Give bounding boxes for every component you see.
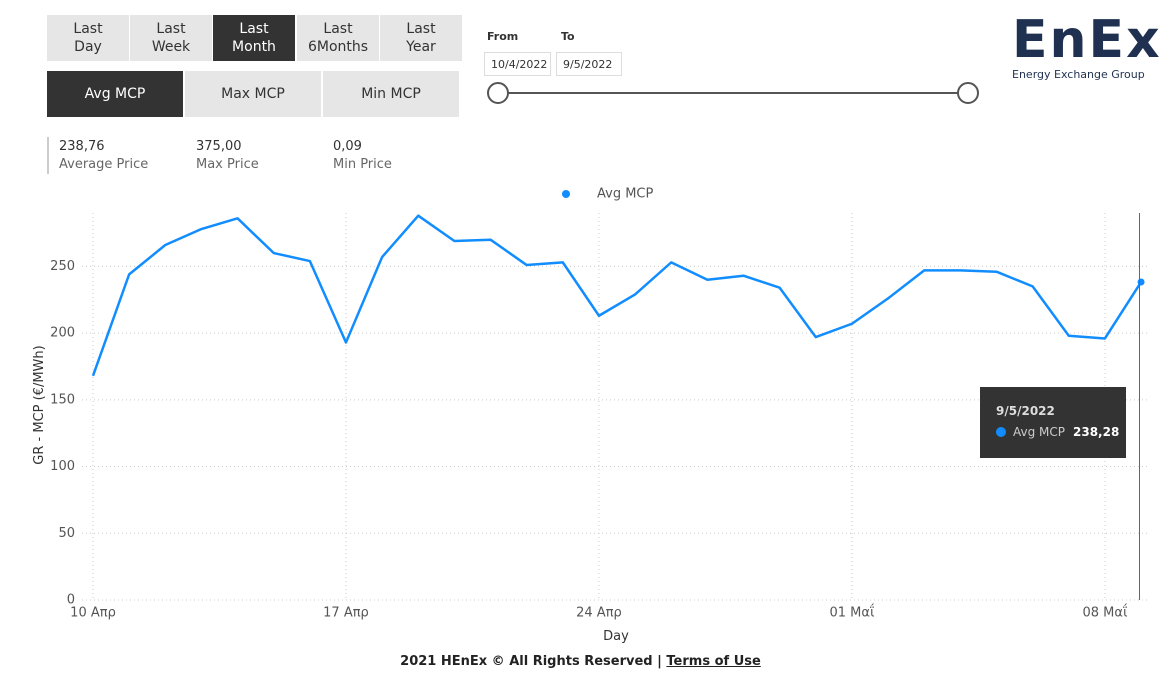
tooltip-value: 238,28 xyxy=(1073,425,1120,439)
y-tick-label: 250 xyxy=(50,259,75,274)
stats-divider xyxy=(47,137,49,174)
period-button[interactable]: Last Year xyxy=(380,15,462,61)
label: 375,00 xyxy=(196,139,242,154)
stat-value: 238,76 xyxy=(59,139,105,154)
tooltip-marker xyxy=(996,427,1006,437)
label: Last Week xyxy=(151,21,191,55)
stat-label: Min Price xyxy=(333,157,392,172)
tooltip-date: 9/5/2022 xyxy=(996,404,1055,418)
label: Last Year xyxy=(406,21,436,55)
hover-line xyxy=(1139,213,1140,600)
stat-value: 375,00 xyxy=(196,139,242,154)
label: Avg MCP xyxy=(84,86,146,102)
label: Min Price xyxy=(333,157,392,172)
measure-button[interactable]: Avg MCP xyxy=(47,71,183,117)
label: Max MCP xyxy=(221,86,285,102)
stat-label: Max Price xyxy=(196,157,259,172)
y-axis-title: GR - MCP (€/MWh) xyxy=(32,345,47,464)
label: Last Day xyxy=(73,21,103,55)
measure-button[interactable]: Max MCP xyxy=(185,71,321,117)
footer: 2021 HEnEx © All Rights Reserved | Terms… xyxy=(0,654,1161,669)
y-tick-label: 200 xyxy=(50,326,75,341)
label: 238,76 xyxy=(59,139,105,154)
y-tick-label: 150 xyxy=(50,392,75,407)
y-tick-label: 0 xyxy=(67,593,75,608)
x-axis-title: Day xyxy=(603,629,629,644)
x-tick-label: 01 Μαΐ xyxy=(830,605,875,621)
y-tick-label: 100 xyxy=(50,459,75,474)
y-tick-label: 50 xyxy=(58,526,75,541)
stat-label: Average Price xyxy=(59,157,148,172)
x-tick-label: 24 Απρ xyxy=(576,606,622,621)
chart: Avg MCP GR - MCP (€/MWh) Day 0 50 100 150 20… xyxy=(32,187,1150,644)
tooltip-series: Avg MCP xyxy=(1013,425,1066,439)
series-line xyxy=(91,214,1143,377)
label: Average Price xyxy=(59,157,149,172)
measure-button[interactable]: Min MCP xyxy=(323,71,459,117)
logo-tagline: Energy Exchange Group xyxy=(1012,68,1145,81)
x-tick-label: 10 Απρ xyxy=(70,606,116,621)
label: Max Price xyxy=(196,157,259,172)
label: 0,09 xyxy=(333,139,362,154)
period-button[interactable]: Last 6Months xyxy=(297,15,379,61)
label: Min MCP xyxy=(361,86,421,102)
from-label: From xyxy=(487,25,518,44)
footer-text: 2021 HEnEx © All Rights Reserved | xyxy=(400,654,667,669)
label: From xyxy=(487,30,519,43)
slider-handle[interactable] xyxy=(957,82,979,104)
x-tick-label: 17 Απρ xyxy=(323,606,369,621)
from-date[interactable]: 10/4/2022 xyxy=(484,52,551,76)
stat-value: 0,09 xyxy=(333,139,362,154)
period-button[interactable]: Last Month xyxy=(213,15,295,61)
legend-label: Avg MCP xyxy=(597,187,654,202)
logo: EnEx xyxy=(1012,10,1161,70)
label: Last 6Months xyxy=(308,21,369,55)
period-button[interactable]: Last Day xyxy=(47,15,129,61)
slider-track xyxy=(497,92,967,94)
label: Last Month xyxy=(232,21,276,55)
period-button[interactable]: Last Week xyxy=(130,15,212,61)
label: To xyxy=(561,30,575,43)
terms-link[interactable]: Terms of Use xyxy=(666,654,761,669)
legend-marker xyxy=(562,190,570,198)
to-date[interactable]: 9/5/2022 xyxy=(556,52,622,76)
x-tick-label: 08 Μαΐ xyxy=(1082,605,1127,621)
tooltip: 9/5/2022 Avg MCP 238,28 xyxy=(980,387,1126,458)
to-label: To xyxy=(561,25,575,44)
slider-handle[interactable] xyxy=(487,82,509,104)
